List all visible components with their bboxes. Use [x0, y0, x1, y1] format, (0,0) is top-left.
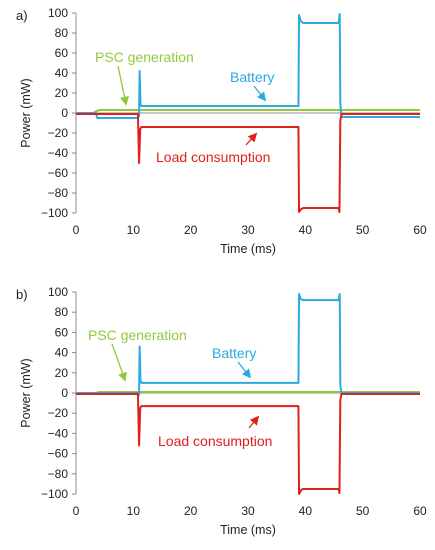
series-line-load-consumption	[76, 113, 420, 213]
series-line-battery	[76, 13, 420, 119]
annotation-arrow	[111, 343, 127, 382]
y-tick-label: 80	[55, 26, 69, 40]
y-tick-label: −60	[48, 166, 69, 180]
panel-label: a)	[16, 8, 28, 23]
x-tick-label: 10	[127, 504, 141, 518]
y-tick-label: 100	[48, 6, 68, 20]
x-tick-label: 50	[356, 223, 370, 237]
x-axis-label: Time (ms)	[220, 523, 276, 537]
x-tick-label: 40	[299, 223, 313, 237]
x-tick-label: 40	[299, 504, 313, 518]
x-tick-label: 0	[73, 223, 80, 237]
y-tick-label: −100	[41, 487, 68, 501]
y-tick-label: 80	[55, 305, 69, 319]
y-tick-label: −20	[48, 406, 69, 420]
x-tick-label: 30	[241, 504, 255, 518]
y-tick-label: 0	[61, 386, 68, 400]
x-tick-label: 30	[241, 223, 255, 237]
series-line-battery	[76, 293, 420, 397]
annotation-arrow	[253, 85, 267, 102]
x-tick-label: 50	[356, 504, 370, 518]
x-tick-label: 60	[413, 504, 427, 518]
annotation-arrow	[248, 415, 260, 429]
annotation-psc-generation: PSC generation	[95, 49, 194, 65]
chart-panel-b: 100 80 60 40 20 0 −20 −40 −60 −80 −100 0 10 20 30 40 50 6…	[16, 285, 427, 537]
y-tick-label: 20	[55, 366, 69, 380]
y-tick-label: −20	[48, 126, 69, 140]
y-axis-label: Power (mW)	[19, 358, 33, 427]
annotation-psc-generation: PSC generation	[88, 327, 187, 343]
x-tick-label: 0	[73, 504, 80, 518]
panel-label: b)	[16, 287, 28, 302]
x-tick-label: 20	[184, 504, 198, 518]
x-tick-label: 60	[413, 223, 427, 237]
y-tick-label: 0	[61, 106, 68, 120]
y-tick-label: 40	[55, 346, 69, 360]
y-tick-label: 60	[55, 325, 69, 339]
annotation-load-consumption: Load consumption	[156, 149, 270, 165]
annotation-arrow	[117, 65, 129, 106]
y-tick-label: −100	[41, 206, 68, 220]
y-tick-label: −80	[48, 467, 69, 481]
y-tick-label: −60	[48, 447, 69, 461]
annotation-battery: Battery	[212, 345, 256, 361]
y-axis-label: Power (mW)	[19, 78, 33, 147]
y-tick-label: 20	[55, 86, 69, 100]
series-line-load-consumption	[76, 393, 420, 495]
x-tick-label: 10	[127, 223, 141, 237]
x-tick-label: 20	[184, 223, 198, 237]
chart-panel-a: 100 80 60 40 20 0 −20 −40 −60 −80 −100 0 10 20 30 40 50 6…	[16, 6, 427, 256]
annotation-battery: Battery	[230, 69, 274, 85]
y-tick-label: −80	[48, 186, 69, 200]
y-tick-label: −40	[48, 146, 69, 160]
annotation-arrow	[237, 361, 252, 379]
y-tick-label: 40	[55, 66, 69, 80]
x-axis-label: Time (ms)	[220, 242, 276, 256]
y-tick-label: −40	[48, 426, 69, 440]
y-tick-label: 100	[48, 285, 68, 299]
y-tick-label: 60	[55, 46, 69, 60]
annotation-load-consumption: Load consumption	[158, 433, 272, 449]
annotation-arrow	[245, 132, 258, 146]
